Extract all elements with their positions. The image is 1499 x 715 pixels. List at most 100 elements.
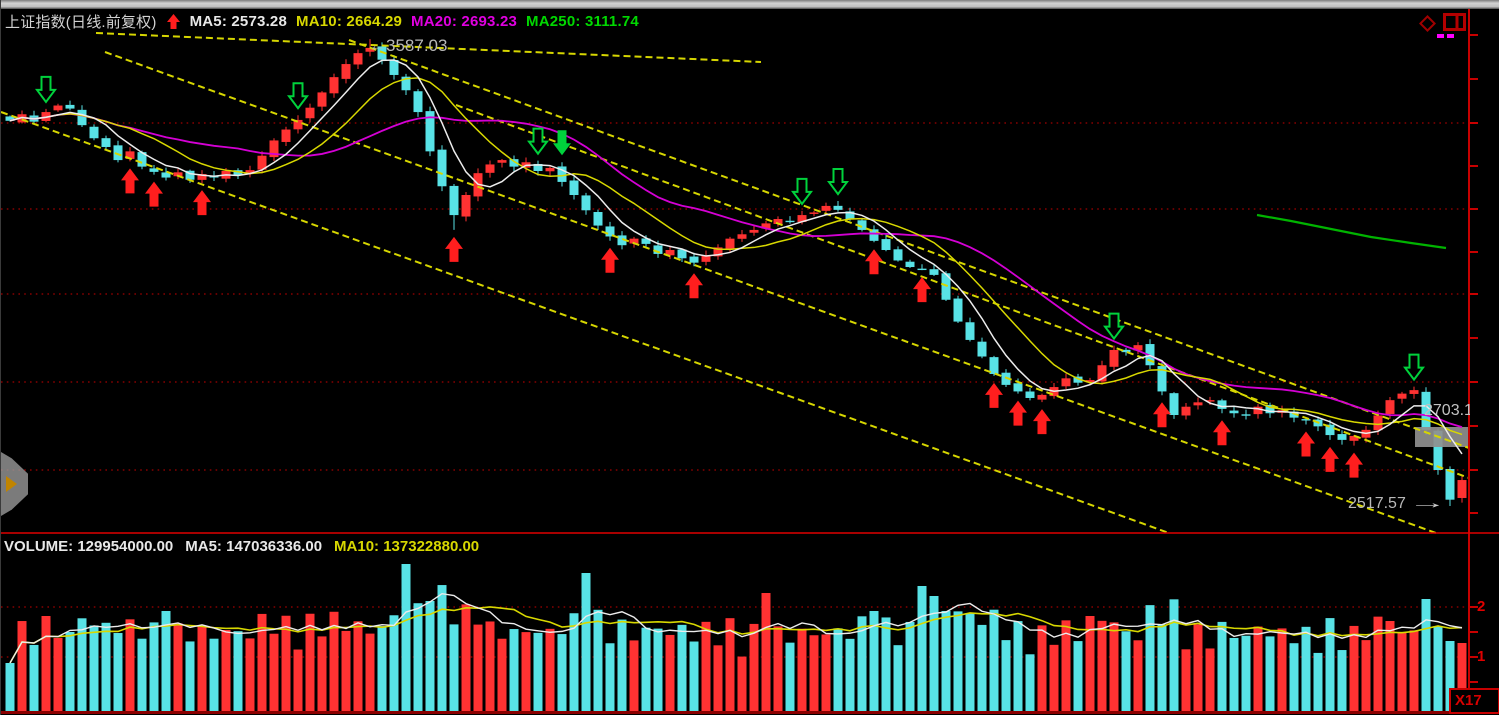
volume-bar xyxy=(377,626,387,711)
volume-ma10-line xyxy=(9,606,1463,664)
candle-body xyxy=(797,215,807,222)
volume-bar xyxy=(1241,635,1251,711)
volume-bar xyxy=(269,633,279,711)
candle-body xyxy=(1409,390,1419,394)
candle-body xyxy=(257,155,267,170)
candle-body xyxy=(809,212,819,214)
window-layout-icon[interactable] xyxy=(1443,13,1466,31)
volume-bar xyxy=(629,640,639,711)
volume-header: VOLUME: 129954000.00 MA5: 147036336.00 M… xyxy=(4,538,479,555)
volume-bar xyxy=(617,619,627,711)
volume-bar xyxy=(713,645,723,711)
volume-bar xyxy=(557,634,567,711)
candle-body xyxy=(1337,434,1347,440)
ma5-readout: MA5: 2573.28 xyxy=(189,13,288,30)
candle-body xyxy=(929,269,939,275)
buy-arrow xyxy=(1345,452,1363,478)
volume-bar xyxy=(413,603,423,711)
candle-body xyxy=(137,152,147,167)
candle-body xyxy=(461,195,471,217)
volume-bar xyxy=(1397,632,1407,711)
volume-bar xyxy=(137,638,147,711)
candle-body xyxy=(749,229,759,233)
volume-bar xyxy=(1121,631,1131,711)
buy-arrow xyxy=(985,382,1003,408)
candle-body xyxy=(833,205,843,210)
volume-bar xyxy=(1421,599,1431,711)
volume-bar xyxy=(1085,616,1095,711)
candle-body xyxy=(701,255,711,262)
volume-bar xyxy=(1073,641,1083,711)
volume-bar xyxy=(41,616,51,711)
volume-bar xyxy=(929,596,939,711)
buy-arrow xyxy=(685,273,703,299)
candle-body xyxy=(905,261,915,268)
sell-arrow xyxy=(1103,312,1125,341)
candle-body xyxy=(293,119,303,130)
volume-bar xyxy=(857,616,867,711)
peak-price-label: ←3587.03 xyxy=(369,36,448,55)
candle-body xyxy=(1433,430,1443,470)
peak-arrow-icon: ← xyxy=(369,36,386,55)
volume-bar xyxy=(893,645,903,711)
candle-body xyxy=(581,195,591,211)
volume-bar xyxy=(1025,654,1035,711)
volume-bar xyxy=(221,629,231,711)
volume-bar xyxy=(1349,625,1359,711)
volume-bar xyxy=(257,613,267,711)
candle-body xyxy=(245,170,255,174)
volume-bar xyxy=(317,636,327,711)
trend-line xyxy=(1,111,1170,534)
candle-body xyxy=(1073,376,1083,383)
candle-body xyxy=(1397,393,1407,399)
volume-bar xyxy=(797,628,807,711)
volume-bar xyxy=(401,564,411,711)
volume-bar xyxy=(77,618,87,711)
trend-line xyxy=(95,32,762,63)
candle-body xyxy=(485,164,495,173)
volume-bar xyxy=(1253,626,1263,711)
candle-body xyxy=(197,174,207,180)
volume-ma10-readout: MA10: 137322880.00 xyxy=(334,538,480,555)
volume-bar xyxy=(497,638,507,711)
candle-body xyxy=(881,239,891,251)
buy-arrow xyxy=(121,168,139,194)
candle-body xyxy=(353,53,363,65)
volume-bar xyxy=(533,632,543,711)
candle-body xyxy=(1085,380,1095,383)
candle-body xyxy=(845,211,855,220)
volume-bar xyxy=(1289,643,1299,711)
candle-body xyxy=(533,163,543,171)
diamond-icon[interactable] xyxy=(1417,13,1438,34)
buy-signal-icon xyxy=(166,14,180,29)
candle-body xyxy=(1037,394,1047,400)
ma250-line xyxy=(1256,213,1447,250)
candle-body xyxy=(1157,366,1167,392)
volume-bar xyxy=(425,601,435,711)
volume-bar xyxy=(1385,621,1395,711)
volume-ma5-line xyxy=(9,592,1463,664)
volume-bar xyxy=(1193,624,1203,711)
volume-bar xyxy=(1205,648,1215,711)
volume-bar xyxy=(1133,640,1143,711)
candle-body xyxy=(773,219,783,224)
volume-bar xyxy=(917,586,927,711)
buy-arrow xyxy=(1297,431,1315,457)
candle-body xyxy=(1385,400,1395,414)
candle-body xyxy=(1445,468,1455,500)
buy-arrow xyxy=(1321,446,1339,472)
candle-body xyxy=(1205,400,1215,402)
candle-body xyxy=(665,250,675,256)
volume-bar xyxy=(1337,650,1347,711)
volume-bar xyxy=(233,631,243,711)
volume-scale-1: 1 xyxy=(1477,648,1486,665)
candle-body xyxy=(341,64,351,79)
buy-arrow xyxy=(193,190,211,216)
candle-body xyxy=(821,205,831,211)
sell-arrow xyxy=(1403,353,1425,382)
candle-body xyxy=(1253,406,1263,415)
volume-bar xyxy=(545,628,555,711)
candle-body xyxy=(941,273,951,300)
expand-triangle-icon xyxy=(6,476,17,492)
